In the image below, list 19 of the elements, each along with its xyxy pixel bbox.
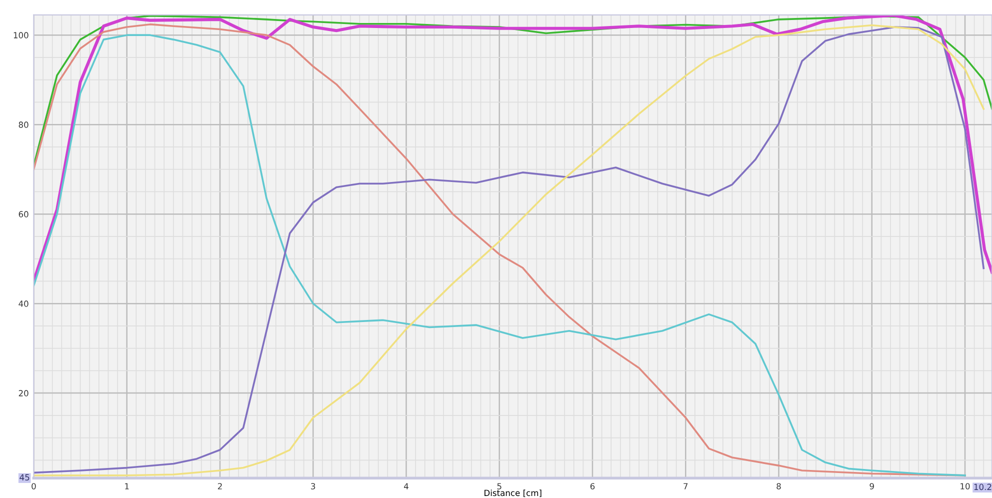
y-tick-label: 40 — [18, 300, 28, 307]
y-tick-label: 100 — [14, 32, 28, 38]
x-tick-label: 0 — [32, 483, 36, 490]
x-tick-label: 7 — [684, 483, 688, 490]
text: 10.2 — [974, 484, 992, 490]
x-tick-label: 6 — [590, 483, 595, 490]
y-tick-label: 60 — [18, 211, 28, 218]
x-tick-label: 10 — [960, 483, 970, 490]
x-tick-label: 8 — [776, 483, 781, 490]
x-tick-label: 5 — [497, 483, 502, 490]
x-axis-title: Distance [cm] — [484, 490, 542, 498]
x-tick-label: 9 — [870, 483, 874, 490]
x-tick-label: 3 — [311, 483, 316, 490]
x-tick-label: 1 — [125, 483, 129, 490]
x-tick-label: 4 — [404, 483, 408, 490]
x-tick-label: 2 — [218, 483, 222, 490]
y-tick-label: 80 — [18, 122, 28, 128]
text: 45 — [20, 474, 30, 480]
y-tick-label: 20 — [18, 390, 28, 396]
